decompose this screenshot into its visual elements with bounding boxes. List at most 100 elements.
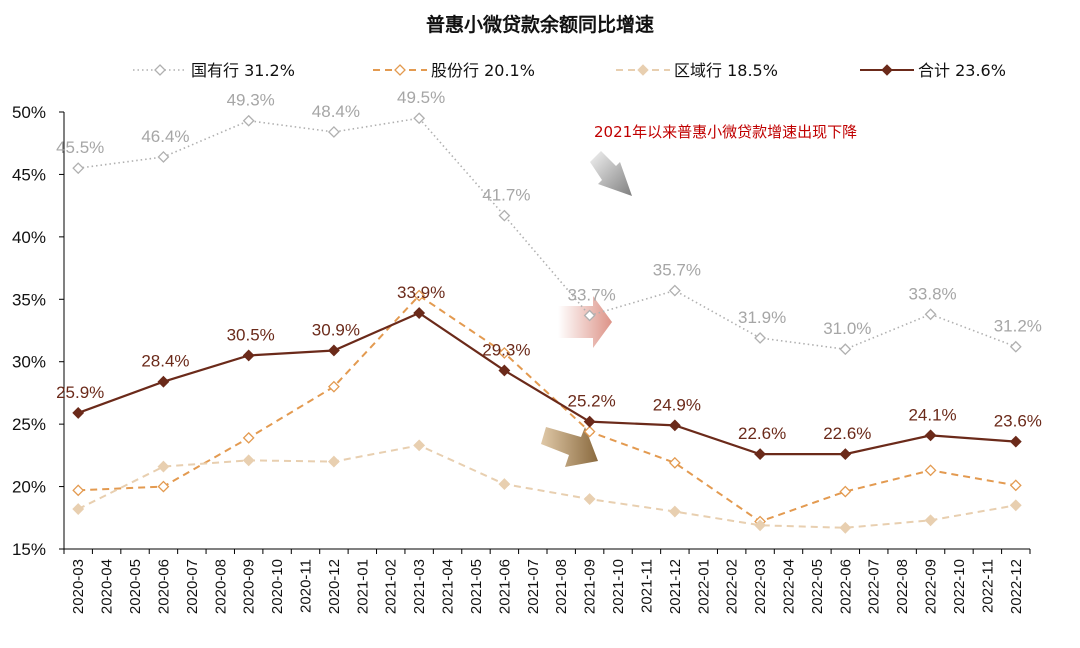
legend-marker-guoyou (154, 64, 166, 76)
data-label-heji: 33.9% (397, 283, 445, 302)
point-heji (157, 375, 170, 388)
point-gufen (1009, 479, 1022, 492)
point-heji (839, 448, 852, 461)
y-tick-label: 50% (12, 103, 46, 122)
data-label-heji: 25.9% (56, 383, 104, 402)
legend: 国有行 31.2% 股份行 20.1% 区域行 18.5% 合计 23.6% (133, 61, 1006, 80)
data-label-heji: 30.5% (227, 325, 275, 344)
point-quyu (327, 455, 340, 468)
x-tick-label: 2021-09 (582, 559, 599, 614)
data-label-guoyou: 49.3% (227, 91, 275, 110)
x-tick-label: 2022-09 (923, 559, 940, 614)
data-label-guoyou: 48.4% (312, 102, 360, 121)
x-tick-label: 2021-11 (638, 559, 655, 613)
point-gufen (72, 484, 85, 497)
point-quyu (924, 514, 937, 527)
series-quyu (72, 439, 1022, 534)
y-tick-label: 15% (12, 540, 46, 559)
x-tick-label: 2020-09 (241, 559, 258, 614)
x-tick-label: 2022-02 (724, 559, 741, 614)
point-gufen (327, 380, 340, 393)
x-ticks: 2020-03 2020-04 2020-05 2020-06 2020-07 2020-… (63, 549, 1031, 614)
data-label-guoyou: 45.5% (56, 138, 104, 157)
point-guoyou (72, 162, 85, 175)
x-tick-label: 2022-04 (781, 559, 798, 614)
point-heji (754, 448, 767, 461)
y-tick-label: 30% (12, 353, 46, 372)
legend-item-gufen: 股份行 20.1% (373, 61, 535, 80)
point-guoyou (327, 126, 340, 138)
x-tick-label: 2020-07 (184, 559, 201, 614)
x-tick-label: 2022-05 (809, 559, 826, 614)
data-label-guoyou: 33.7% (568, 286, 616, 305)
legend-marker-gufen (394, 64, 406, 76)
data-label-heji: 24.9% (653, 395, 701, 414)
point-heji (668, 419, 681, 432)
point-guoyou (498, 209, 511, 222)
x-tick-label: 2022-03 (752, 559, 769, 614)
data-label-heji: 23.6% (994, 412, 1042, 431)
series-layer (72, 112, 1022, 534)
point-gufen (242, 431, 255, 444)
x-tick-label: 2020-10 (269, 559, 286, 614)
point-gufen (157, 480, 170, 493)
x-tick-label: 2021-04 (440, 559, 457, 614)
arrow-gray-icon (590, 151, 632, 196)
point-guoyou (839, 343, 852, 356)
point-guoyou (242, 114, 255, 127)
y-tick-label: 45% (12, 165, 46, 184)
data-label-heji: 25.2% (568, 392, 616, 411)
y-ticks: 15% 20% 25% 30% 35% 40% 45% 50% (12, 103, 64, 559)
data-label-guoyou: 35.7% (653, 261, 701, 280)
data-label-heji: 29.3% (482, 340, 530, 359)
point-guoyou (157, 151, 170, 163)
point-quyu (498, 478, 511, 490)
point-guoyou (413, 112, 426, 125)
x-tick-label: 2022-10 (951, 559, 968, 614)
point-heji (413, 307, 426, 319)
data-label-guoyou: 41.7% (482, 186, 530, 205)
data-label-guoyou: 49.5% (397, 88, 445, 107)
point-guoyou (583, 309, 596, 322)
series-line-quyu (77, 444, 1016, 529)
series-line-guoyou (78, 117, 1017, 351)
series-heji (72, 307, 1022, 461)
y-tick-label: 25% (12, 415, 46, 434)
legend-item-guoyou: 国有行 31.2% (133, 61, 295, 80)
chart-title: 普惠小微贷款余额同比增速 (426, 13, 654, 36)
series-guoyou (72, 112, 1022, 356)
x-tick-label: 2022-07 (866, 559, 883, 614)
y-tick-label: 20% (12, 478, 46, 497)
point-quyu (1009, 499, 1022, 512)
point-gufen (583, 425, 596, 438)
x-tick-label: 2022-08 (894, 559, 911, 614)
point-heji (583, 415, 596, 428)
point-heji (498, 364, 511, 377)
point-gufen (413, 289, 426, 302)
point-quyu (413, 439, 426, 452)
x-tick-label: 2021-06 (496, 559, 513, 614)
legend-label-guoyou: 国有行 31.2% (191, 61, 295, 80)
point-quyu (583, 493, 596, 505)
x-tick-label: 2021-03 (411, 559, 428, 614)
point-heji (72, 406, 85, 419)
x-tick-label: 2021-12 (667, 559, 684, 614)
x-tick-label: 2022-11 (979, 559, 996, 613)
point-heji (1009, 435, 1022, 448)
data-label-guoyou: 31.9% (738, 308, 786, 327)
point-heji (924, 429, 937, 442)
data-label-heji: 22.6% (823, 424, 871, 443)
x-tick-label: 2020-11 (298, 559, 315, 613)
point-heji (327, 344, 340, 357)
data-label-heji: 22.6% (738, 424, 786, 443)
series-line-heji (77, 311, 1016, 456)
legend-label-quyu: 区域行 18.5% (674, 61, 778, 80)
x-tick-label: 2022-12 (1008, 559, 1025, 614)
point-quyu (839, 521, 852, 534)
legend-marker-quyu (637, 64, 649, 76)
x-tick-label: 2021-02 (383, 559, 400, 614)
legend-item-heji: 合计 23.6% (860, 61, 1006, 80)
point-quyu (754, 519, 767, 532)
legend-marker-heji (881, 64, 893, 76)
point-gufen (498, 347, 511, 359)
